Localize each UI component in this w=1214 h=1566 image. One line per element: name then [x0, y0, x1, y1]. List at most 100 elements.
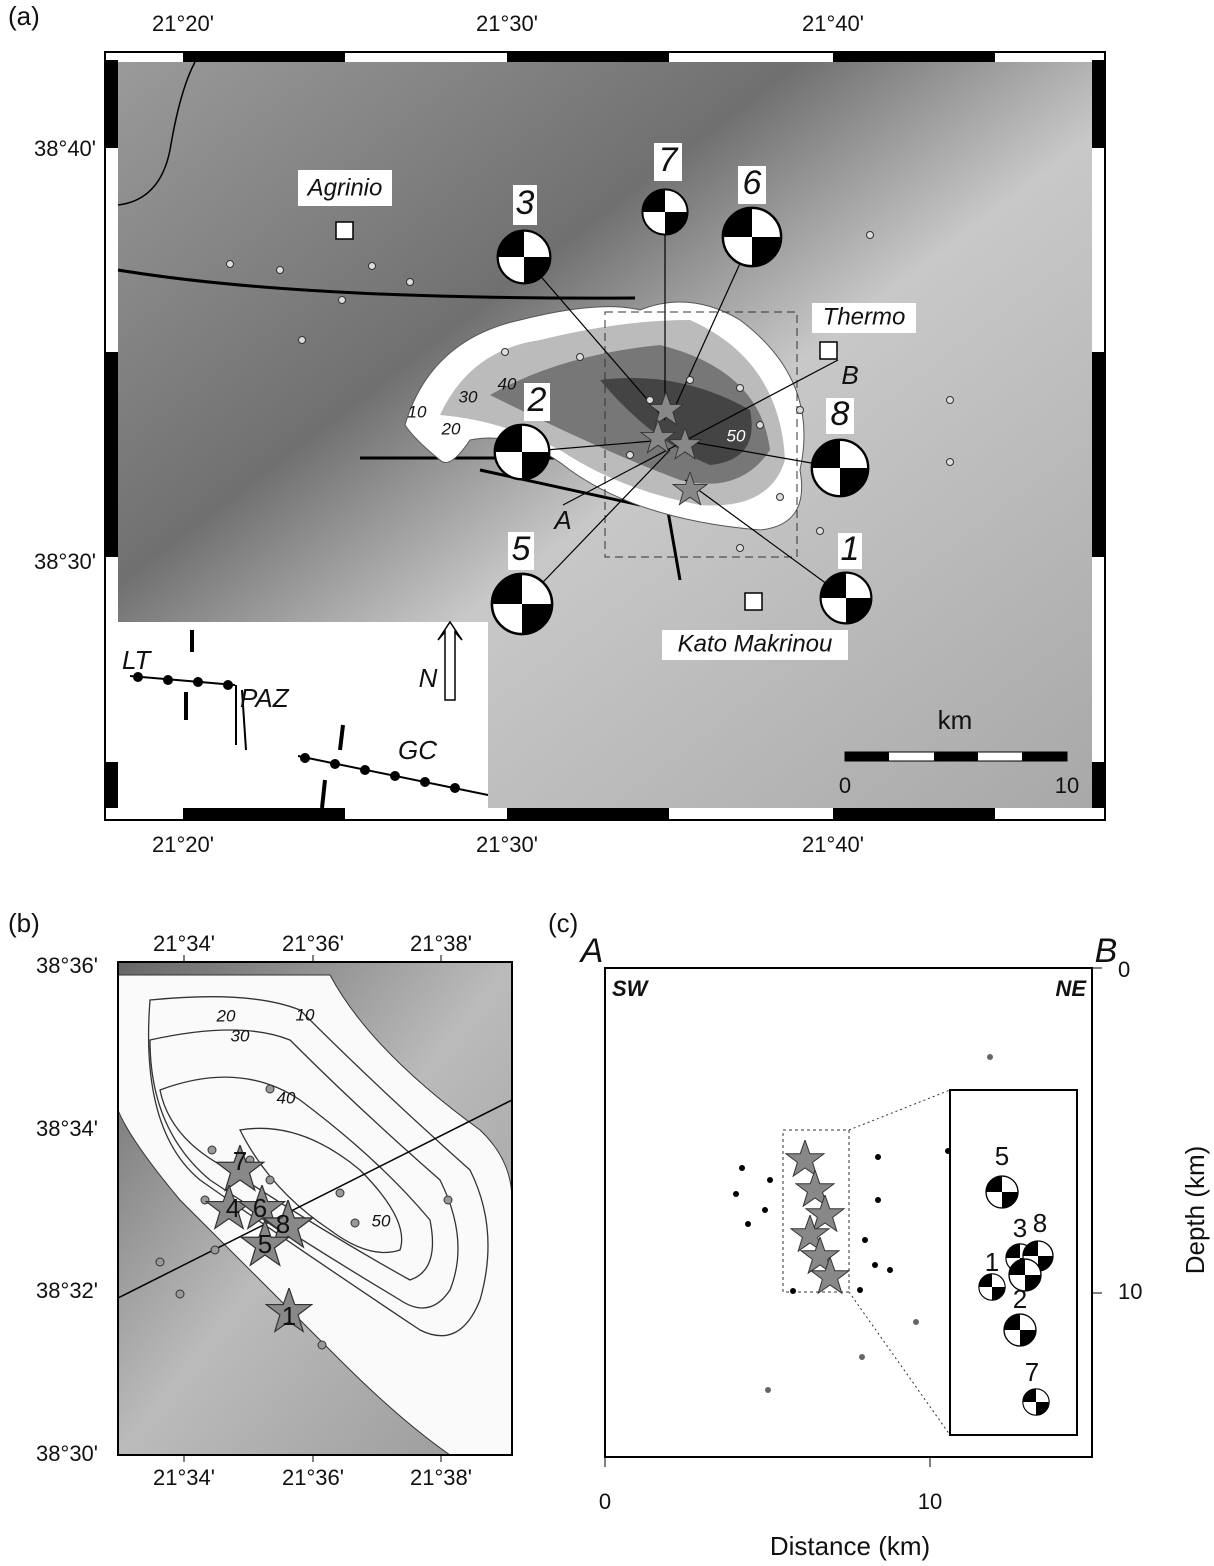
epicenters-item	[627, 452, 634, 459]
epicenters-item	[947, 397, 954, 404]
scale-bar-item	[845, 752, 889, 761]
hypocenters-item	[872, 1262, 878, 1268]
epicenters-item	[176, 1290, 184, 1298]
beachballs-item	[492, 574, 552, 634]
lat-tick-label: 38°32'	[36, 1278, 98, 1303]
hypocenters-item	[739, 1165, 745, 1171]
mechanism-label: 2	[1013, 1284, 1027, 1314]
mechanism-label: 5	[512, 530, 531, 568]
hypocenters-item	[887, 1267, 893, 1273]
towns-item	[745, 593, 762, 610]
lon-tick-label: 21°34'	[153, 1465, 215, 1490]
distance-tick-label: 0	[599, 1489, 611, 1514]
inset-teeth-item	[330, 759, 340, 769]
stars-item	[786, 1140, 824, 1176]
figure: (a) Agrinio Th	[0, 0, 1214, 1566]
contour-label: 20	[216, 1006, 236, 1025]
profile-end: B	[1095, 932, 1118, 970]
hypocenters-item	[733, 1191, 739, 1197]
page: Seismicity figure body { margin: 0; back…	[0, 0, 1214, 1566]
panel-b: (b) 7 4 6 8 5 1 10 20 30 40 50 21°34' 21…	[8, 908, 512, 1490]
frame-ticks-item	[105, 60, 118, 148]
event-label: 6	[253, 1193, 267, 1223]
inset-label: LT	[122, 645, 153, 675]
north-arrow-label: N	[419, 663, 438, 693]
mechanism-label: 7	[659, 141, 679, 179]
lon-tick-label: 21°40'	[802, 832, 864, 857]
hypocenters-item	[913, 1319, 919, 1325]
depth-axis-title: Depth (km)	[1180, 1146, 1210, 1275]
lat-tick-label: 38°30'	[34, 549, 96, 574]
epicenters-item	[647, 397, 654, 404]
hypocenters-item	[875, 1154, 881, 1160]
contour-label: 20	[441, 419, 461, 438]
frame-ticks-item	[1092, 762, 1105, 808]
towns-item	[820, 342, 837, 359]
beachballs-item	[821, 573, 872, 624]
frame-ticks-item	[105, 762, 118, 808]
mechanism-label: 1	[841, 530, 860, 568]
lon-tick-label: 21°38'	[410, 1465, 472, 1490]
epicenters-item	[299, 337, 306, 344]
epicenters-item	[502, 349, 509, 356]
panel-label: (c)	[548, 908, 578, 938]
epicenters-item	[351, 1219, 359, 1227]
contour-label: 10	[296, 1005, 315, 1024]
hypocenters-item	[790, 1288, 796, 1294]
mechanism-label: 8	[831, 395, 850, 433]
hypocenters-item	[765, 1387, 771, 1393]
hypocenters-item	[857, 1287, 863, 1293]
frame-ticks-item	[105, 352, 118, 557]
profile-end: A	[552, 505, 571, 535]
lon-tick-label: 21°38'	[410, 931, 472, 956]
epicenters-item	[318, 1341, 326, 1349]
beachballs-item	[495, 425, 550, 480]
depth-tick-label: 10	[1118, 1279, 1142, 1304]
epicenters-item	[339, 297, 346, 304]
panel-label: (a)	[8, 1, 40, 31]
epicenters-item	[947, 459, 954, 466]
scale-bar	[845, 752, 1067, 761]
lat-tick-label: 38°30'	[36, 1441, 98, 1466]
hypocenters-item	[859, 1354, 865, 1360]
panel-label: (b)	[8, 908, 40, 938]
epicenters-item	[737, 385, 744, 392]
contour-label: 40	[277, 1088, 296, 1107]
towns-item	[336, 222, 353, 239]
mechanism-label: 6	[743, 164, 762, 202]
panel-c: (c) 5 3 8 1 2 7 A B SW NE 0 10 Depth (km…	[548, 908, 1210, 1561]
beachballs-item	[1004, 1314, 1036, 1346]
scale-tick: 0	[839, 773, 851, 798]
mechanism-label: 3	[516, 184, 535, 222]
mechanism-label: 5	[995, 1141, 1009, 1171]
lon-tick-label: 21°30'	[476, 832, 538, 857]
epicenters-item	[369, 263, 376, 270]
distance-axis-title: Distance (km)	[770, 1531, 930, 1561]
frame-ticks-item	[183, 52, 345, 62]
zoom-lines	[849, 1090, 950, 1435]
epicenters-item	[757, 422, 764, 429]
epicenters-item	[687, 377, 694, 384]
panel-a: (a) Agrinio Th	[8, 1, 1105, 857]
body: {"panel_a": {"label": "(a)", "lon_ticks"…	[0, 0, 1214, 1566]
hypocenters-item	[862, 1237, 868, 1243]
scale-bar-item	[934, 752, 978, 761]
epicenters-item	[797, 407, 804, 414]
inset-teeth-item	[300, 753, 310, 763]
beachballs-item	[986, 1176, 1018, 1208]
stars-item	[796, 1170, 834, 1206]
epicenters-item	[444, 1196, 452, 1204]
beachballs-item	[498, 231, 551, 284]
inset-teeth-item	[390, 771, 400, 781]
epicenters-item	[227, 261, 234, 268]
inset-teeth-item	[360, 765, 370, 775]
place-label: Agrinio	[306, 174, 383, 201]
hypocenters-item	[767, 1177, 773, 1183]
lon-tick-label: 21°20'	[152, 11, 214, 36]
contour-label: 50	[372, 1211, 391, 1230]
event-label: 8	[276, 1209, 290, 1239]
frame-ticks-item	[507, 808, 669, 820]
lat-tick-label: 38°34'	[36, 1116, 98, 1141]
lon-tick-label: 21°36'	[282, 931, 344, 956]
epicenters-item	[777, 494, 784, 501]
